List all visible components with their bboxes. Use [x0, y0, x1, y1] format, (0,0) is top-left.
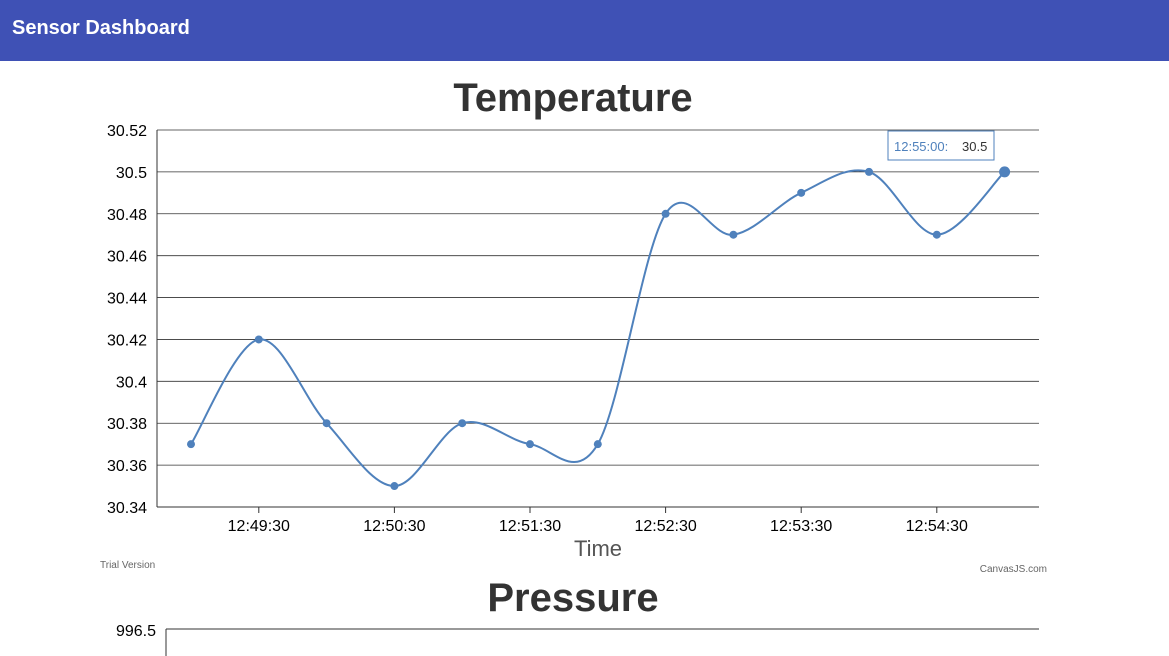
x-tick-label: 12:53:30 — [770, 518, 832, 535]
y-tick-label: 30.34 — [107, 500, 147, 517]
temperature-data-points — [187, 166, 1011, 491]
y-tick-label: 30.44 — [107, 291, 147, 308]
pressure-chart-title: Pressure — [487, 576, 658, 620]
y-tick-label: 30.5 — [116, 165, 147, 182]
data-point[interactable] — [661, 209, 670, 218]
pressure-y-tick-label: 996.5 — [116, 623, 156, 640]
data-point[interactable] — [187, 440, 195, 449]
x-tick-label: 12:49:30 — [228, 518, 290, 535]
y-tick-label: 30.48 — [107, 207, 147, 224]
data-point[interactable] — [999, 166, 1011, 178]
temperature-x-axis: 12:49:30 12:50:30 12:51:30 12:52:30 12:53:30… — [228, 507, 968, 535]
x-tick-label: 12:50:30 — [363, 518, 425, 535]
y-tick-label: 30.52 — [107, 123, 147, 140]
x-tick-label: 12:52:30 — [634, 518, 696, 535]
y-tick-label: 30.4 — [116, 374, 147, 391]
temperature-tooltip: 12:55:00: 30.5 — [887, 130, 995, 161]
data-point[interactable] — [932, 230, 941, 239]
tooltip-box — [887, 130, 995, 161]
temperature-chart-title: Temperature — [453, 76, 692, 120]
temperature-series-line — [190, 169, 1006, 488]
charts-area: Temperature 30.34 30.36 30.38 30.4 30.42 30.4… — [100, 76, 1047, 656]
data-point[interactable] — [865, 167, 873, 176]
trial-version-watermark: Trial Version — [100, 560, 155, 571]
tooltip-label: 12:55:00: — [894, 139, 948, 154]
app-title: Sensor Dashboard — [12, 17, 190, 39]
y-tick-label: 30.38 — [107, 416, 147, 433]
temperature-gridlines — [157, 129, 1039, 466]
data-point[interactable] — [797, 188, 806, 197]
y-tick-label: 30.42 — [107, 332, 147, 349]
data-point[interactable] — [322, 419, 331, 428]
pressure-chart: Pressure 996.5 — [116, 576, 1039, 656]
data-point[interactable] — [593, 440, 602, 449]
data-point[interactable] — [390, 482, 399, 491]
data-point[interactable] — [254, 335, 263, 344]
data-point[interactable] — [729, 230, 738, 239]
temperature-y-axis: 30.34 30.36 30.38 30.4 30.42 30.44 30.46 30.48 3… — [107, 123, 147, 517]
data-point[interactable] — [526, 440, 534, 449]
canvasjs-credit-link[interactable]: CanvasJS.com — [980, 564, 1047, 575]
tooltip-value: 30.5 — [962, 139, 987, 154]
temperature-x-axis-title: Time — [574, 536, 622, 561]
y-tick-label: 30.46 — [107, 249, 147, 266]
temperature-chart: Temperature 30.34 30.36 30.38 30.4 30.42 30.4… — [100, 76, 1047, 575]
data-point[interactable] — [458, 419, 467, 428]
app-header: Sensor Dashboard — [0, 0, 1169, 61]
x-tick-label: 12:51:30 — [499, 518, 561, 535]
y-tick-label: 30.36 — [107, 458, 147, 475]
x-tick-label: 12:54:30 — [906, 518, 968, 535]
